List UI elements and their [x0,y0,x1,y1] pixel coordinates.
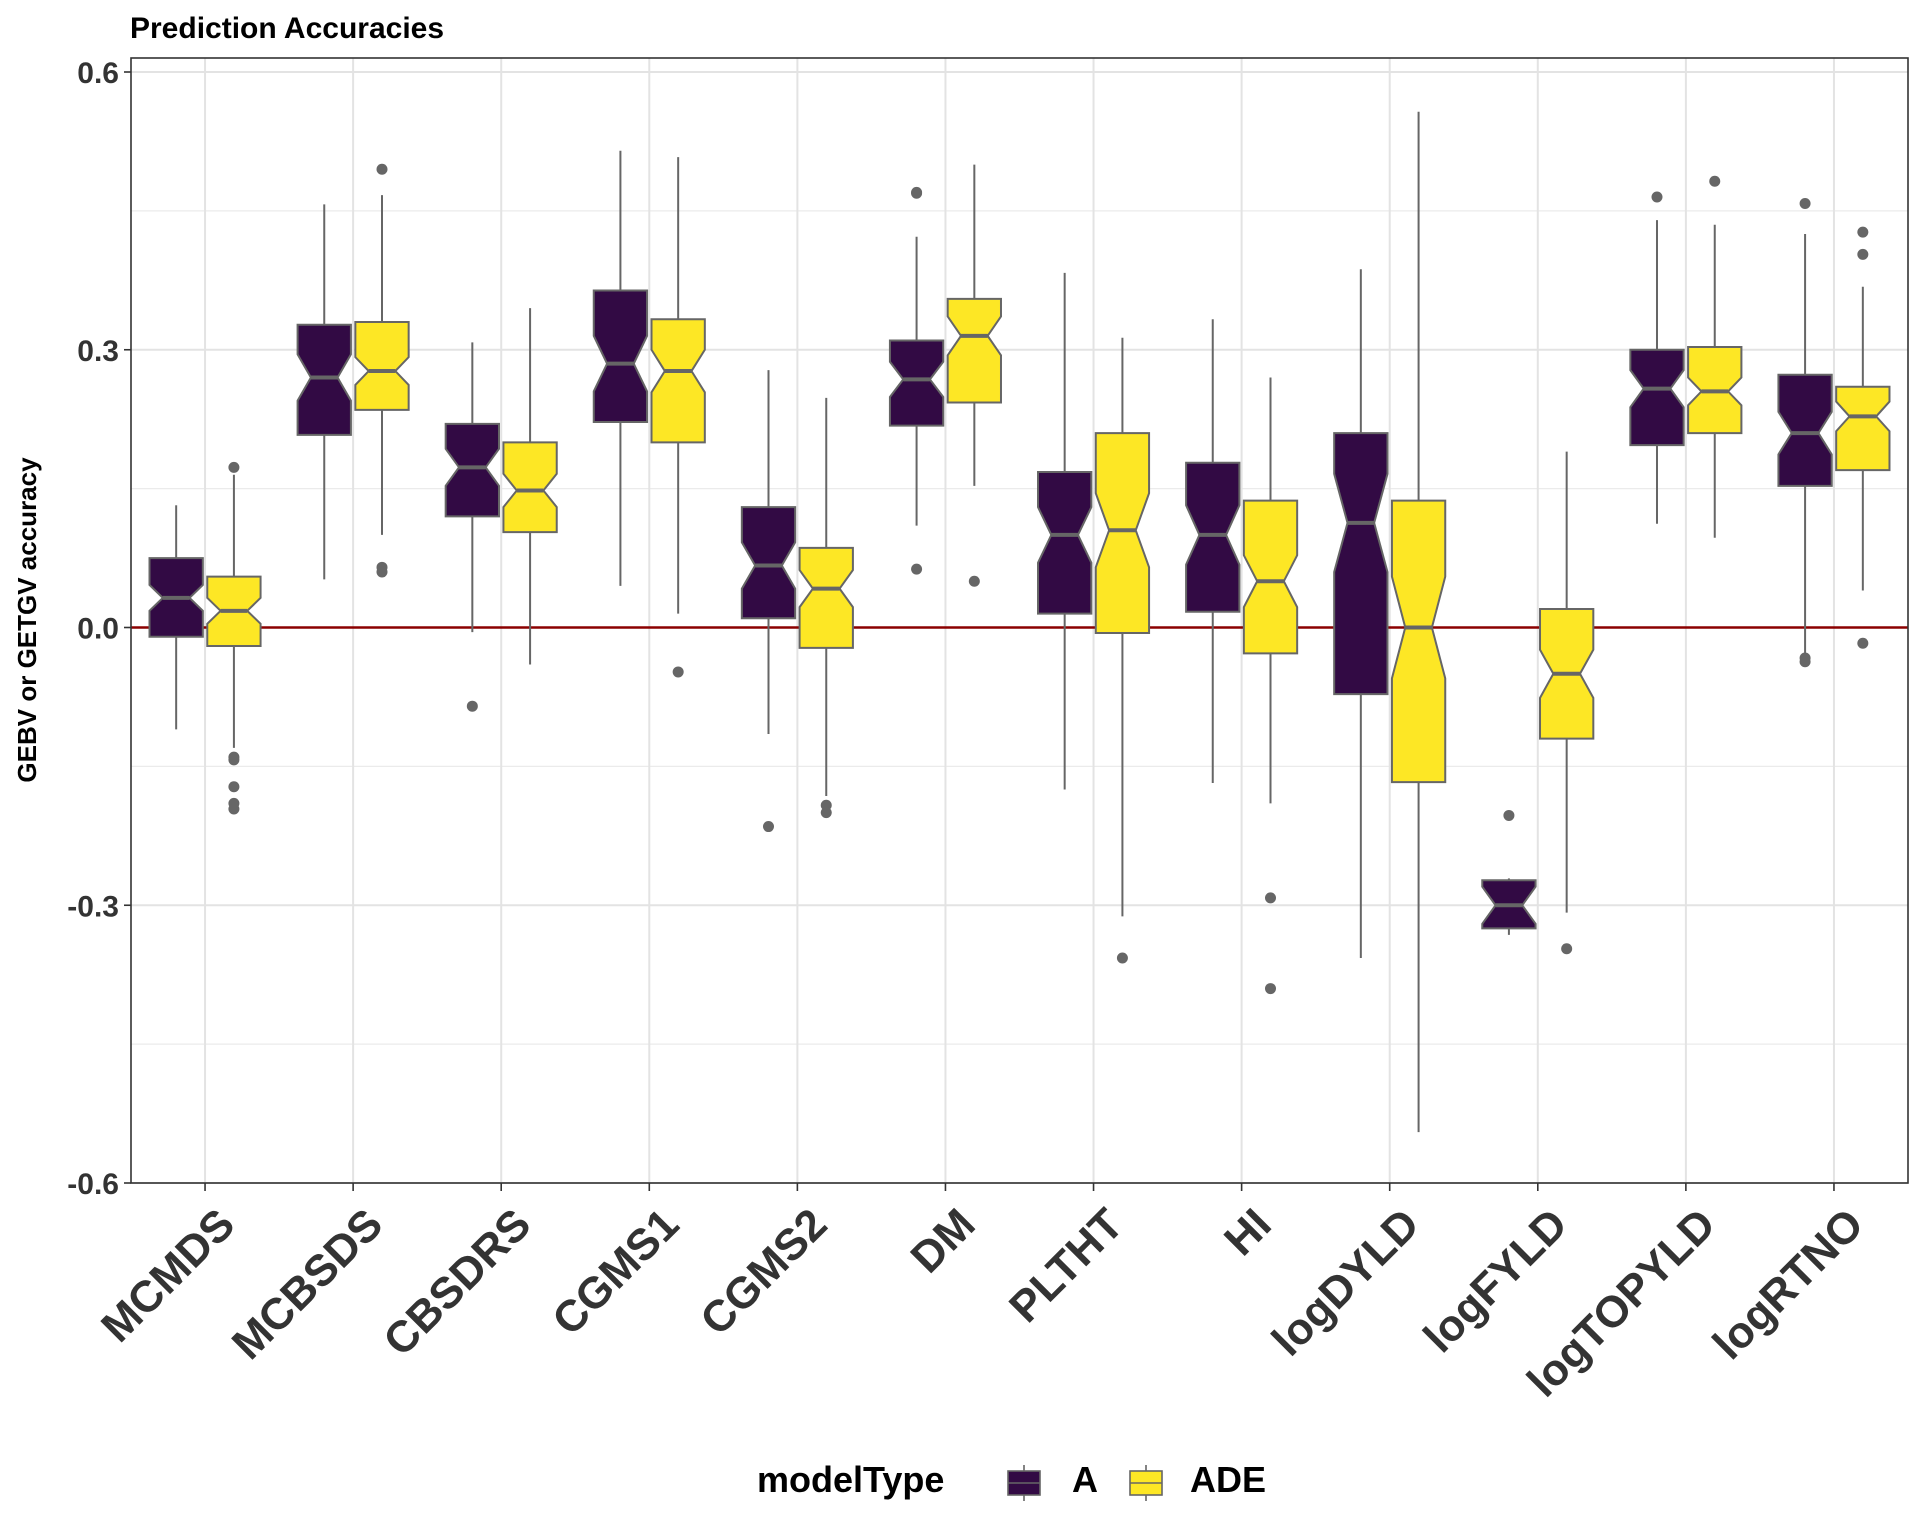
outlier-point [1503,809,1515,821]
box-body [740,506,797,620]
outlier-point [228,781,240,793]
box-body [798,546,854,649]
plot-panel-border [130,57,1909,1184]
box-body [444,422,500,518]
legend: modelType A ADE [757,1459,1266,1501]
box-a-logrtno [1777,197,1833,668]
outlier-point [1116,952,1128,964]
outlier-point [911,563,923,575]
box-body [1094,432,1151,635]
x-tick-label: HI [1215,1199,1281,1265]
box-body [1390,499,1447,784]
x-tick-label: MCMDS [92,1199,244,1351]
y-axis: -0.6 -0.3 0.0 0.3 0.6 [67,57,131,1201]
legend-label-a: A [1072,1459,1098,1500]
box-body [1777,373,1833,487]
box-body [592,289,649,423]
box-ade-pltht [1094,337,1151,964]
box-body [502,441,558,534]
legend-label-ade: ADE [1190,1459,1266,1500]
outlier-point [466,700,478,712]
y-tick-label: -0.3 [67,890,119,923]
outlier-point [1799,197,1811,209]
legend-key-ade [1129,1465,1163,1501]
box-ade-logfyld [1539,451,1595,955]
box-ade-mcbsds [354,163,410,578]
box-body [1333,432,1389,696]
outlier-point [1857,248,1869,260]
box-body [1185,461,1241,613]
box-a-dm [888,186,945,575]
outlier-point [762,821,774,833]
x-tick-label: DM [902,1199,985,1282]
box-body [1037,470,1093,615]
box-ade-cgms2 [798,397,854,819]
y-tick-label: 0.0 [77,613,119,646]
grid [131,58,1908,1184]
box-a-logdyld [1333,269,1389,959]
outlier-point [911,186,923,198]
box-ade-logtopyld [1687,175,1743,538]
outlier-point [1857,637,1869,649]
outlier-point [228,461,240,473]
box-body [650,318,706,444]
outlier-point [1651,191,1663,203]
outlier-point [1709,175,1721,187]
outlier-point [1265,892,1277,904]
y-tick-label: 0.6 [77,57,119,90]
outlier-point [376,561,388,573]
legend-title: modelType [757,1459,944,1500]
box-a-logfyld [1481,809,1537,935]
box-ade-mcmds [206,461,262,815]
box-a-cbsdrs [444,342,500,712]
box-body [888,339,945,427]
box-a-logtopyld [1629,191,1685,524]
box-body [1629,348,1685,447]
box-ade-logrtno [1835,226,1891,649]
outlier-point [1857,226,1869,238]
y-tick-label: 0.3 [77,335,119,368]
box-ade-dm [946,164,1002,587]
box-a-mcmds [148,505,204,730]
box-ade-logdyld [1390,111,1447,1133]
outlier-point [1265,983,1277,995]
x-tick-label: CGMS2 [691,1199,836,1344]
plot-background [131,58,1908,1183]
outlier-point [672,666,684,678]
boxes [148,111,1891,1133]
outlier-point [1561,943,1573,955]
box-ade-cgms1 [650,157,706,678]
x-tick-label: PLTHT [1000,1199,1133,1332]
box-body [296,323,352,436]
box-body [1835,385,1891,472]
box-body [1242,499,1299,655]
box-a-cgms1 [592,150,649,586]
outlier-point [968,575,980,587]
outlier-point [228,803,240,815]
outlier-point [376,163,388,175]
box-a-pltht [1037,272,1093,790]
box-ade-hi [1242,377,1299,995]
x-tick-label: logRTNO [1704,1199,1873,1368]
legend-key-a [1007,1465,1041,1501]
box-a-mcbsds [296,204,352,580]
box-a-cgms2 [740,370,797,833]
x-tick-label: CBSDRS [374,1199,540,1365]
box-ade-cbsdrs [502,308,558,665]
outlier-point [1799,656,1811,668]
box-body [946,297,1002,404]
box-a-hi [1185,319,1241,784]
x-tick-label: MCBSDS [223,1199,392,1368]
chart-title: Prediction Accuracies [130,12,444,45]
outlier-point [820,807,832,819]
x-tick-label: logDYLD [1263,1199,1429,1365]
y-axis-label: GEBV or GETGV accuracy [12,457,42,783]
x-tick-label: CGMS1 [543,1199,688,1344]
outlier-point [228,754,240,766]
y-tick-label: -0.6 [67,1168,119,1201]
box-body [354,320,410,411]
